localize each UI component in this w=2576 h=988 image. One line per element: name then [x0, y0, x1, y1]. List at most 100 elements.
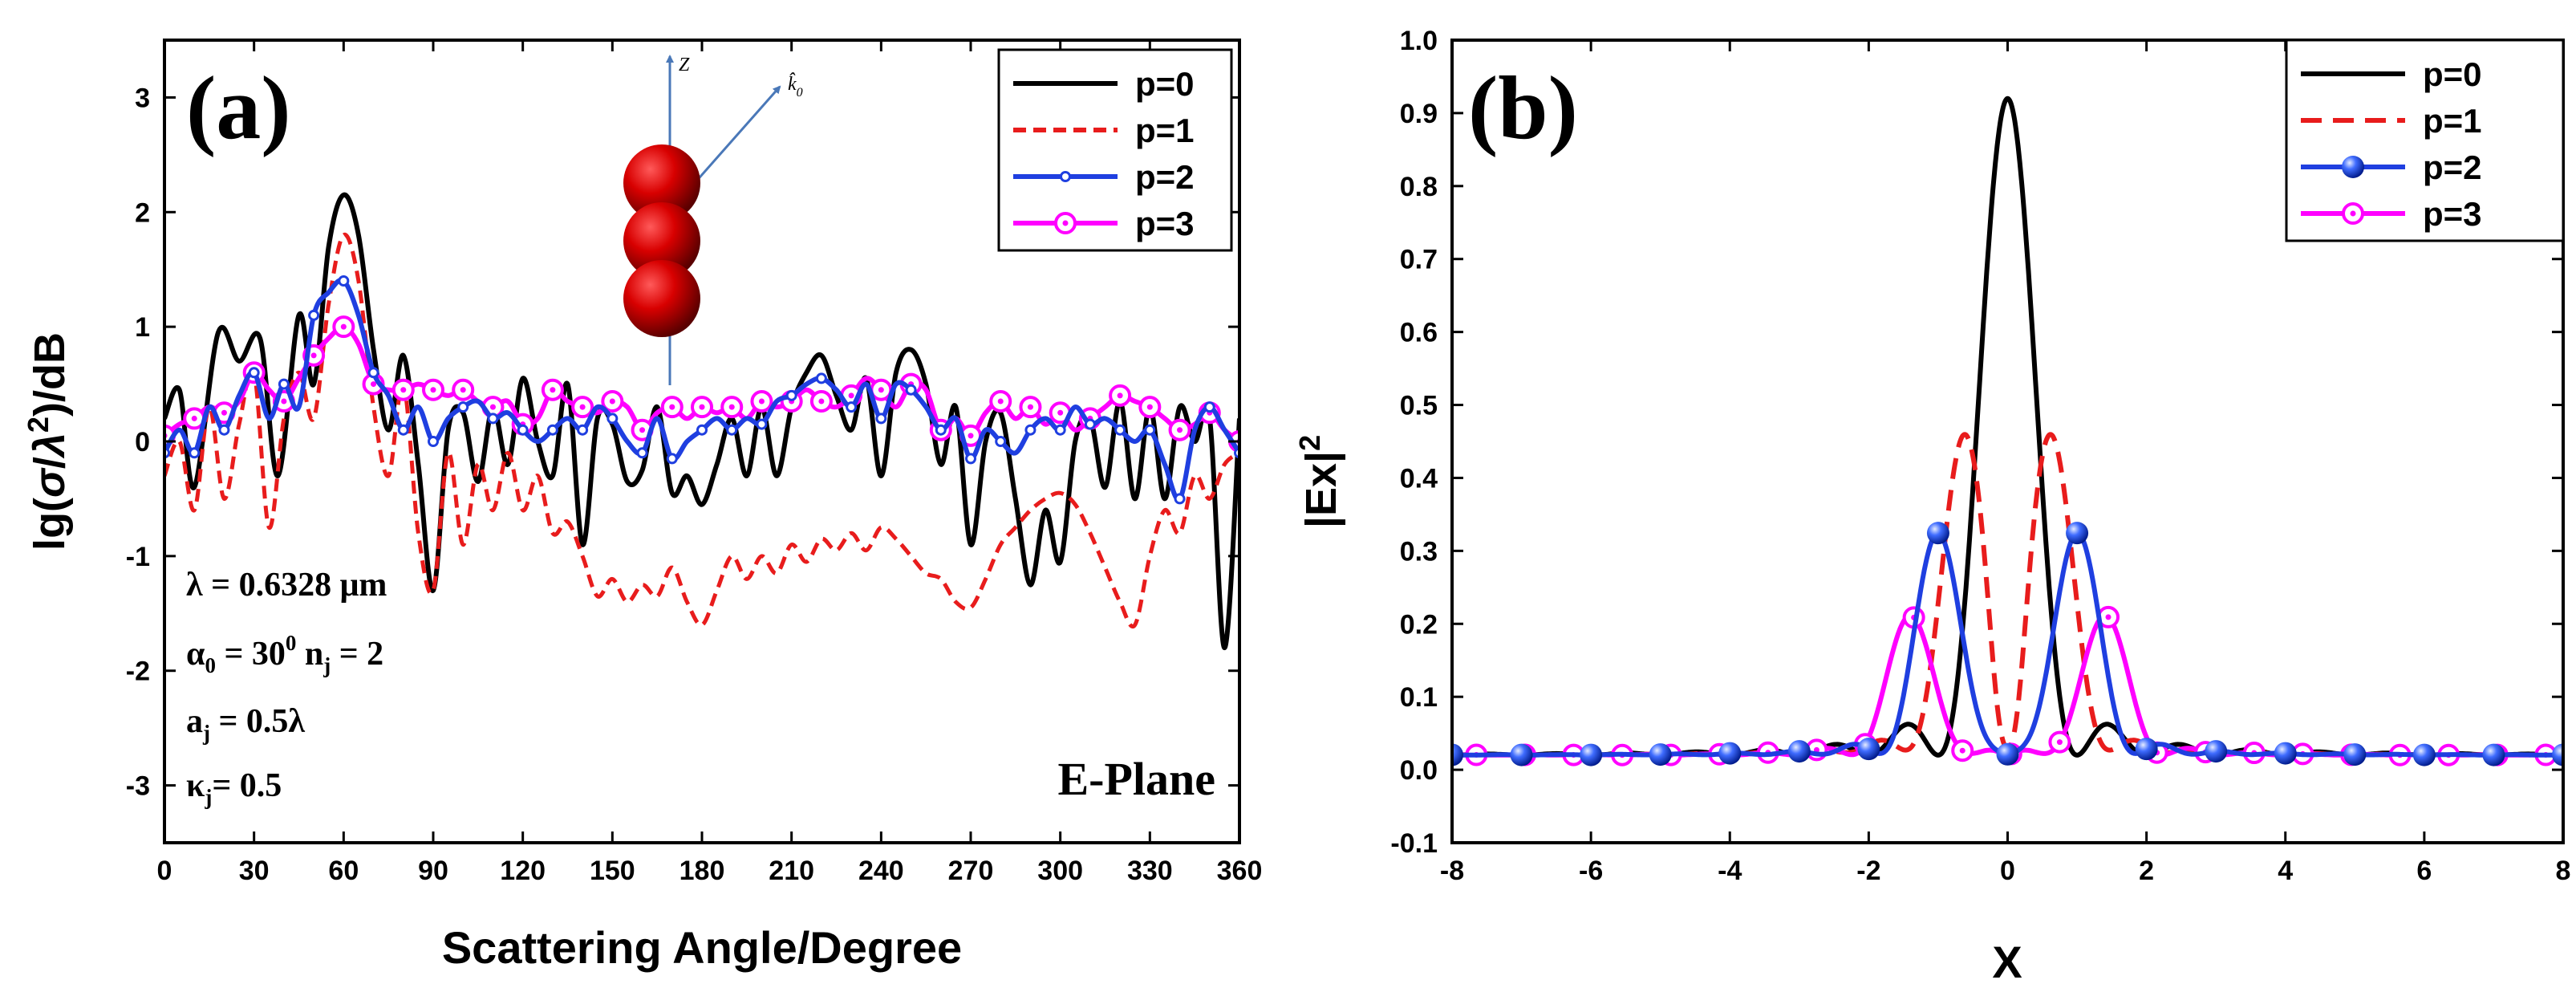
panel-b-x-tick-label: 0: [2000, 856, 2015, 886]
panel-a-point-p3: [720, 396, 744, 419]
panel-b-point-p2: [1787, 740, 1811, 763]
panel-a-y-tick-label: 2: [135, 197, 150, 228]
panel-b-point-p2: [1452, 743, 1463, 766]
panel-a-point-p2: [367, 367, 379, 379]
panel-b-point-p2: [1996, 742, 2019, 766]
panel-a-point-p2: [1024, 424, 1036, 436]
panel-a-point-p2: [1084, 418, 1096, 430]
panel-a-point-p2: [666, 453, 678, 465]
panel-a-point-p2: [308, 309, 320, 321]
panel-b-legend-label-p3: p=3: [2423, 195, 2482, 233]
panel-a-point-p3: [541, 378, 564, 401]
panel-b-y-tick-label: 0.8: [1400, 172, 1438, 202]
param-kappa: κj= 0.5: [186, 767, 282, 809]
panel-a-parameters: λ = 0.6328 μm α0 = 300 nj = 2 aj = 0.5λ …: [186, 567, 387, 809]
panel-b-y-tick-label: 0.3: [1400, 536, 1438, 567]
z-axis-label: Z: [679, 55, 690, 75]
panel-a-point-p2: [785, 389, 797, 401]
param-alpha-n: α0 = 300 nj = 2: [186, 631, 383, 677]
panel-b-y-tick-label: 0.7: [1400, 245, 1438, 275]
param-radius: aj = 0.5λ: [186, 703, 305, 745]
panel-a-point-p2: [636, 447, 648, 459]
panel-b-point-p3: [2097, 605, 2120, 628]
panel-b-y-axis-label: |Ex|2: [1293, 435, 1346, 528]
panel-a-series-p2: [164, 277, 1239, 502]
panel-a-point-p2: [905, 384, 917, 396]
panel-a-point-p2: [875, 413, 887, 425]
panel-b-series-p3: [1452, 613, 2563, 758]
panel-a-point-p3: [1138, 396, 1162, 419]
panel-a-x-tick-label: 180: [679, 856, 725, 886]
panel-a-x-tick-label: 210: [769, 856, 814, 886]
panel-a-point-p2: [577, 424, 589, 436]
panel-a-y-tick-label: 0: [135, 427, 150, 457]
panel-b-point-p2: [1718, 742, 1742, 765]
panel-b-legend: p=0 p=1 p=2 p=3: [2285, 39, 2565, 242]
panel-a-series: [164, 192, 1239, 651]
panel-a-point-p3: [1019, 396, 1042, 419]
panel-a-point-p2: [457, 401, 469, 413]
panel-a-point-p3: [809, 390, 833, 413]
panel-a-point-p2: [189, 447, 201, 459]
panel-a-point-p3: [332, 315, 355, 339]
panel-b-y-tick-label: 0.1: [1400, 682, 1438, 713]
panel-a-point-p3: [452, 378, 475, 401]
panel-b-point-p2: [2135, 738, 2158, 761]
panel-a-legend-label-p2: p=2: [1135, 158, 1195, 196]
panel-a-point-p2: [965, 453, 976, 465]
panel-a-point-p2: [248, 367, 260, 379]
panel-a-point-p3: [1168, 418, 1191, 441]
panel-a-point-p2: [606, 413, 619, 425]
panel-a-legend-label-p1: p=1: [1135, 112, 1195, 149]
panel-b-x-tick-label: 4: [2278, 856, 2293, 886]
panel-a-point-p2: [218, 424, 230, 436]
panel-a-x-tick-label: 60: [328, 856, 359, 886]
panel-b-x-tick-label: -8: [1440, 856, 1464, 886]
panel-a-legend-marker-p3: [1054, 212, 1077, 234]
panel-b-ticks: -8 -6 -4 -2 0 2 4 6 8 -0.1 0.0 0.1 0.2 0.3 0.4 0.5 0.6 0.…: [1390, 26, 2570, 886]
panel-b-y-tick-label: -0.1: [1390, 828, 1438, 859]
panel-a-point-p2: [278, 378, 290, 390]
panel-a-point-p3: [660, 396, 684, 419]
panel-b-y-tick-label: 0.0: [1400, 755, 1438, 786]
panel-b-y-tick-label: 0.9: [1400, 99, 1438, 129]
panel-b-x-tick-label: 8: [2556, 856, 2571, 886]
panel-b-legend-label-p0: p=0: [2423, 55, 2482, 93]
panel-a-point-p2: [815, 372, 827, 384]
panel-a-point-p2: [1203, 401, 1215, 413]
panel-a-y-tick-label: -3: [126, 771, 150, 802]
panel-a-point-p2: [1174, 493, 1186, 505]
panel-a-plane-label: E-Plane: [1057, 753, 1215, 805]
panel-a-point-p2: [935, 424, 947, 436]
panel-a-point-p3: [601, 390, 624, 413]
panel-b-point-p2: [2482, 743, 2505, 766]
panel-a-point-p2: [338, 275, 350, 287]
panel-a-legend: p=0 p=1 p=2 p=3: [997, 48, 1233, 252]
panel-a-x-tick-label: 150: [590, 856, 635, 886]
panel-a-x-tick-label: 0: [157, 856, 172, 886]
panel-a-point-p2: [846, 401, 858, 413]
panel-a-point-p3: [571, 396, 594, 419]
panel-b-y-tick-label: 1.0: [1400, 26, 1438, 56]
panel-a-point-p2: [1054, 424, 1066, 436]
panel-a-x-tick-label: 30: [239, 856, 270, 886]
panel-b-point-p2: [1510, 743, 1533, 766]
panel-b-point-p2: [2412, 743, 2436, 766]
panel-a-point-p2: [1144, 424, 1156, 436]
panel-b-legend-marker-p2: [2342, 156, 2364, 178]
panel-b-point-p2: [1857, 738, 1880, 761]
panel-b: -8 -6 -4 -2 0 2 4 6 8 -0.1 0.0 0.1 0.2 0.3 0.4 0.5 0.6 0.…: [1293, 26, 2570, 987]
panel-a-point-p2: [428, 436, 439, 447]
panel-b-legend-label-p2: p=2: [2423, 148, 2482, 186]
panel-a-legend-marker-p2: [1060, 171, 1071, 182]
panel-a-point-p3: [422, 378, 444, 401]
panel-a-point-p2: [726, 424, 738, 436]
panel-b-series-p2: [1452, 531, 2563, 758]
panel-a-label: (a): [186, 59, 291, 158]
panel-a-x-axis-label: Scattering Angle/Degree: [442, 922, 962, 973]
panel-b-x-tick-label: 6: [2416, 856, 2432, 886]
panel-a-x-tick-label: 240: [858, 856, 904, 886]
panel-b-x-axis-label: X: [1992, 937, 2022, 987]
panel-a-point-p2: [696, 424, 708, 436]
